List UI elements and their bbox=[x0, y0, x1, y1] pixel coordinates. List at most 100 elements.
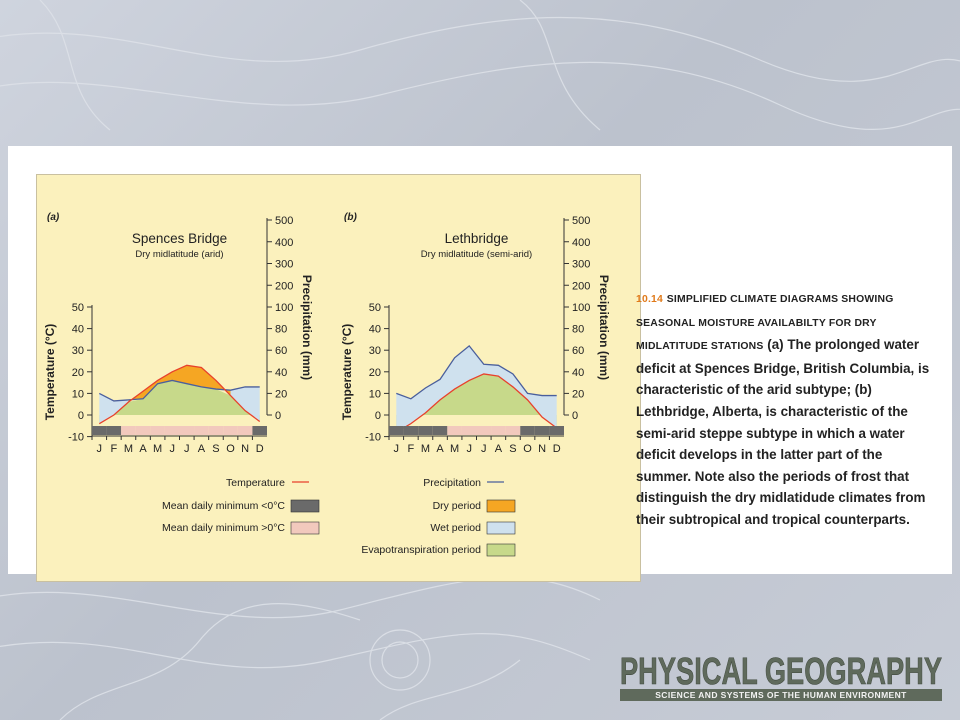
legend-evap-swatch bbox=[486, 543, 516, 557]
month-label: N bbox=[241, 443, 249, 455]
frost-bar-segment bbox=[150, 426, 165, 435]
precipitation-axis-label: Precipitation (mm) bbox=[300, 275, 314, 380]
frost-bar-segment bbox=[534, 426, 550, 435]
month-label: M bbox=[153, 443, 162, 455]
month-label: M bbox=[124, 443, 133, 455]
month-label: N bbox=[538, 443, 546, 455]
temperature-tick-label: -10 bbox=[68, 432, 84, 444]
month-label: S bbox=[212, 443, 219, 455]
month-label: F bbox=[111, 443, 118, 455]
chart-subtitle: Dry midlatitude (arid) bbox=[135, 249, 223, 260]
evapotranspiration-area bbox=[396, 373, 557, 433]
frost-bar-segment bbox=[418, 426, 433, 435]
temperature-tick-label: -10 bbox=[365, 432, 381, 444]
precipitation-tick-label: 300 bbox=[275, 259, 293, 271]
legend-temperature-label: Temperature bbox=[226, 477, 285, 489]
legend-wet-swatch bbox=[486, 521, 516, 535]
chart-panel-a: (a) Spences Bridge Dry midlatitude (arid) 5… bbox=[43, 212, 314, 455]
precipitation-tick-label: 20 bbox=[275, 388, 287, 400]
chart-subtitle: Dry midlatitude (semi-arid) bbox=[421, 249, 532, 260]
month-label: J bbox=[169, 443, 175, 455]
precipitation-tick-label: 60 bbox=[275, 345, 287, 357]
precipitation-tick-label: 80 bbox=[275, 324, 287, 336]
frost-bar-segment bbox=[208, 426, 224, 435]
frost-bar-segment bbox=[179, 426, 195, 435]
precipitation-axis-label: Precipitation (mm) bbox=[597, 275, 611, 380]
legend-dry-label: Dry period bbox=[433, 500, 482, 512]
frost-bar-segment bbox=[194, 426, 209, 435]
precipitation-tick-label: 40 bbox=[275, 367, 287, 379]
temperature-tick-label: 20 bbox=[72, 367, 84, 379]
temperature-tick-label: 50 bbox=[72, 302, 84, 314]
legend-min-below-swatch bbox=[290, 499, 320, 513]
temperature-tick-label: 40 bbox=[72, 324, 84, 336]
temperature-tick-label: 50 bbox=[369, 302, 381, 314]
frost-bar-segment bbox=[252, 426, 267, 435]
frost-bar-segment bbox=[121, 426, 136, 435]
legend-min-above-swatch bbox=[290, 521, 320, 535]
chart-panel-b: (b) Lethbridge Dry midlatitude (semi-arid)… bbox=[340, 212, 611, 455]
frost-bar-segment bbox=[223, 426, 238, 435]
legend-min-above-label: Mean daily minimum >0°C bbox=[162, 522, 285, 534]
precipitation-line bbox=[98, 379, 260, 402]
frost-bar-segment bbox=[447, 426, 462, 435]
month-label: J bbox=[466, 443, 472, 455]
frost-bar-segment bbox=[520, 426, 535, 435]
frost-bar-segment bbox=[432, 426, 448, 435]
frost-bar-segment bbox=[106, 426, 122, 435]
evapotranspiration-area bbox=[99, 380, 260, 424]
wet-period-area bbox=[396, 345, 557, 433]
logo-title: PHYSICAL GEOGRAPHY bbox=[620, 651, 942, 692]
caption-body: (a) The prolonged water deficit at Spenc… bbox=[636, 337, 930, 527]
month-label: M bbox=[421, 443, 430, 455]
precipitation-tick-label: 500 bbox=[275, 215, 293, 227]
precipitation-tick-label: 40 bbox=[572, 367, 584, 379]
slide-content-panel: (a) Spences Bridge Dry midlatitude (arid) 5… bbox=[8, 146, 952, 582]
month-label: J bbox=[394, 443, 400, 455]
legend-wet-label: Wet period bbox=[430, 522, 481, 534]
figure-box: (a) Spences Bridge Dry midlatitude (arid) 5… bbox=[36, 174, 641, 582]
precipitation-tick-label: 200 bbox=[275, 280, 293, 292]
panel-label: (a) bbox=[47, 212, 60, 223]
precipitation-tick-label: 300 bbox=[572, 259, 590, 271]
legend-evap-label: Evapotranspiration period bbox=[361, 544, 481, 556]
precipitation-line bbox=[396, 344, 557, 400]
month-label: F bbox=[408, 443, 415, 455]
precipitation-tick-label: 400 bbox=[275, 237, 293, 249]
frost-bar-segment bbox=[549, 426, 564, 435]
precipitation-tick-label: 100 bbox=[572, 302, 590, 314]
temperature-tick-label: 40 bbox=[369, 324, 381, 336]
temperature-tick-label: 0 bbox=[78, 410, 84, 422]
legend-dry-swatch bbox=[486, 499, 516, 513]
month-label: J bbox=[184, 443, 190, 455]
precipitation-tick-label: 400 bbox=[572, 237, 590, 249]
temperature-axis-label: Temperature (°C) bbox=[340, 324, 354, 421]
dry-period-area bbox=[128, 365, 231, 403]
precipitation-tick-label: 0 bbox=[275, 410, 281, 422]
figure-caption: 10.14 SIMPLIFIED CLIMATE DIAGRAMS SHOWIN… bbox=[636, 287, 936, 531]
frost-bar-segment bbox=[389, 426, 404, 435]
frost-bar-segment bbox=[135, 426, 151, 435]
temperature-line bbox=[98, 364, 261, 425]
month-label: J bbox=[481, 443, 487, 455]
month-label: A bbox=[436, 443, 444, 455]
precipitation-tick-label: 20 bbox=[572, 388, 584, 400]
temperature-tick-label: 30 bbox=[369, 345, 381, 357]
month-label: D bbox=[553, 443, 561, 455]
chart-title: Lethbridge bbox=[445, 231, 509, 246]
frost-bar-segment bbox=[403, 426, 419, 435]
frost-bar-segment bbox=[491, 426, 506, 435]
precipitation-tick-label: 500 bbox=[572, 215, 590, 227]
month-label: A bbox=[495, 443, 503, 455]
precipitation-tick-label: 60 bbox=[572, 345, 584, 357]
climate-diagrams: (a) Spences Bridge Dry midlatitude (arid) 5… bbox=[43, 212, 611, 557]
legend-precipitation-label: Precipitation bbox=[423, 477, 481, 489]
temperature-line bbox=[395, 373, 558, 433]
month-label: S bbox=[509, 443, 516, 455]
frost-bar-segment bbox=[92, 426, 107, 435]
precipitation-tick-label: 0 bbox=[572, 410, 578, 422]
month-label: D bbox=[256, 443, 264, 455]
frost-bar-segment bbox=[476, 426, 492, 435]
caption-heading: SIMPLIFIED CLIMATE DIAGRAMS SHOWING SEAS… bbox=[636, 294, 894, 353]
